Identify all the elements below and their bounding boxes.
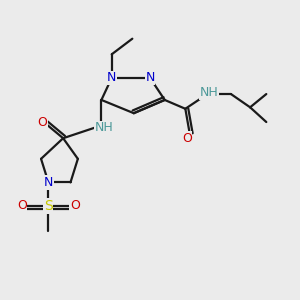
Text: N: N bbox=[145, 71, 155, 84]
Text: N: N bbox=[107, 71, 116, 84]
Text: N: N bbox=[44, 176, 53, 189]
Text: O: O bbox=[70, 200, 80, 212]
Text: O: O bbox=[182, 132, 192, 145]
Text: NH: NH bbox=[95, 122, 114, 134]
Text: S: S bbox=[44, 199, 53, 213]
Text: O: O bbox=[17, 200, 27, 212]
Text: O: O bbox=[37, 116, 47, 128]
Text: NH: NH bbox=[200, 86, 218, 99]
